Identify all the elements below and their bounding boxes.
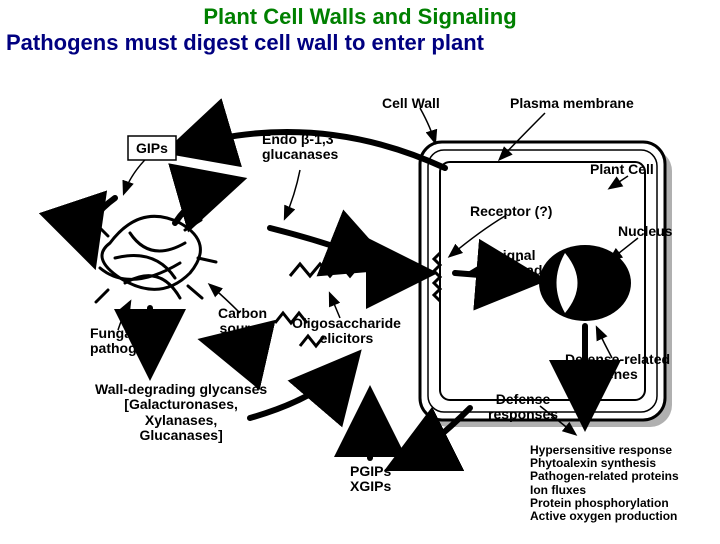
flow-endo-oligo <box>270 228 380 263</box>
label-responses-list: Hypersensitive response Phytoalexin synt… <box>530 444 679 523</box>
flow-gips-fungal <box>88 198 115 253</box>
leader-cellwall <box>420 108 435 142</box>
label-pgips: PGIPs XGIPs <box>350 464 391 495</box>
nucleus-shape <box>539 245 631 321</box>
label-plantcell: Plant Cell <box>590 162 654 177</box>
label-walldeg: Wall-degrading glycanses [Galacturonases… <box>95 382 267 444</box>
leader-endo <box>285 170 300 218</box>
label-defresp: Defense responses <box>488 392 558 423</box>
label-endo: Endo β-1,3 glucanases <box>262 132 338 163</box>
flow-fungal-endo <box>175 183 230 223</box>
label-carbon: Carbon source <box>218 306 267 337</box>
label-fungal: Fungal pathogen <box>90 326 153 357</box>
label-plasma: Plasma membrane <box>510 96 634 111</box>
label-signal: signal cascade <box>495 248 550 279</box>
page-title: Plant Cell Walls and Signaling <box>0 4 720 30</box>
label-cellwall: Cell Wall <box>382 96 440 111</box>
page-subtitle: Pathogens must digest cell wall to enter… <box>6 30 720 56</box>
label-oligo: Oligosaccharide elicitors <box>292 316 401 347</box>
label-nucleus: Nucleus <box>618 224 672 239</box>
label-receptor: Receptor (?) <box>470 204 552 219</box>
label-defgenes: Defense-related genes <box>565 352 670 383</box>
label-gips: GIPs <box>136 141 168 156</box>
fungal-pathogen-shape <box>77 216 216 302</box>
